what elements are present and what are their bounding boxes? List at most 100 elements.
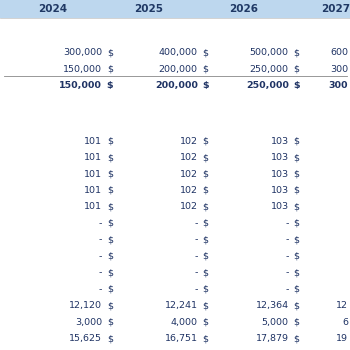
Text: $: $ (293, 252, 299, 261)
Text: 16,751: 16,751 (165, 334, 198, 343)
Text: 103: 103 (271, 202, 289, 211)
Text: 400,000: 400,000 (159, 48, 198, 57)
Text: $: $ (107, 202, 113, 211)
Text: 12,120: 12,120 (69, 301, 102, 310)
Text: $: $ (202, 153, 208, 162)
Text: 15,625: 15,625 (69, 334, 102, 343)
Text: 500,000: 500,000 (250, 48, 289, 57)
Text: -: - (99, 285, 102, 294)
Text: $: $ (293, 136, 299, 146)
Text: 250,000: 250,000 (246, 81, 289, 90)
Text: $: $ (202, 252, 208, 261)
Text: -: - (99, 252, 102, 261)
Text: $: $ (107, 235, 113, 244)
Text: 102: 102 (180, 202, 198, 211)
Text: 2025: 2025 (134, 4, 163, 14)
Text: $: $ (107, 169, 113, 178)
Text: 250,000: 250,000 (250, 65, 289, 74)
Text: $: $ (202, 186, 208, 195)
Text: $: $ (107, 48, 113, 57)
Text: $: $ (202, 219, 208, 228)
Text: $: $ (202, 169, 208, 178)
Text: 600: 600 (330, 48, 348, 57)
Text: $: $ (202, 235, 208, 244)
Text: $: $ (202, 65, 208, 74)
Text: -: - (285, 285, 289, 294)
Text: $: $ (107, 186, 113, 195)
Text: $: $ (202, 81, 209, 90)
Text: $: $ (293, 235, 299, 244)
Text: $: $ (202, 268, 208, 277)
Text: -: - (194, 235, 198, 244)
Text: 3,000: 3,000 (75, 317, 102, 327)
Text: $: $ (202, 301, 208, 310)
Text: $: $ (293, 186, 299, 195)
Text: 4,000: 4,000 (171, 317, 198, 327)
Text: 102: 102 (180, 186, 198, 195)
Text: 101: 101 (84, 186, 102, 195)
Text: -: - (99, 219, 102, 228)
Text: -: - (285, 219, 289, 228)
Text: $: $ (107, 153, 113, 162)
Text: 12,364: 12,364 (256, 301, 289, 310)
Text: $: $ (202, 285, 208, 294)
Text: $: $ (107, 317, 113, 327)
Text: 103: 103 (271, 169, 289, 178)
Text: 2027: 2027 (321, 4, 350, 14)
Text: -: - (285, 235, 289, 244)
Text: -: - (194, 285, 198, 294)
Text: 200,000: 200,000 (155, 81, 198, 90)
Text: $: $ (293, 81, 300, 90)
Text: $: $ (107, 136, 113, 146)
Text: 103: 103 (271, 153, 289, 162)
Text: 5,000: 5,000 (262, 317, 289, 327)
Text: 6: 6 (342, 317, 348, 327)
Text: -: - (99, 268, 102, 277)
Text: $: $ (293, 285, 299, 294)
Text: $: $ (107, 65, 113, 74)
Text: $: $ (107, 334, 113, 343)
Text: 102: 102 (180, 136, 198, 146)
Text: 17,879: 17,879 (256, 334, 289, 343)
Text: 101: 101 (84, 169, 102, 178)
Text: 19: 19 (336, 334, 348, 343)
Text: 2024: 2024 (38, 4, 67, 14)
Text: 300: 300 (330, 65, 348, 74)
Text: $: $ (107, 268, 113, 277)
Text: 101: 101 (84, 153, 102, 162)
Text: 200,000: 200,000 (159, 65, 198, 74)
Text: $: $ (107, 81, 113, 90)
Text: 12,241: 12,241 (165, 301, 198, 310)
Text: 102: 102 (180, 169, 198, 178)
Text: $: $ (107, 301, 113, 310)
Text: 101: 101 (84, 136, 102, 146)
Text: $: $ (293, 301, 299, 310)
Text: -: - (194, 252, 198, 261)
Text: $: $ (293, 334, 299, 343)
Text: 2026: 2026 (229, 4, 258, 14)
Text: 150,000: 150,000 (59, 81, 102, 90)
Text: $: $ (202, 48, 208, 57)
Text: 12: 12 (336, 301, 348, 310)
Text: 150,000: 150,000 (63, 65, 102, 74)
Text: -: - (194, 219, 198, 228)
Text: -: - (194, 268, 198, 277)
Text: 101: 101 (84, 202, 102, 211)
Text: $: $ (107, 219, 113, 228)
Text: 300: 300 (329, 81, 348, 90)
Text: 103: 103 (271, 136, 289, 146)
Text: $: $ (202, 136, 208, 146)
Text: $: $ (293, 268, 299, 277)
Text: $: $ (293, 317, 299, 327)
Text: $: $ (202, 202, 208, 211)
Text: $: $ (293, 202, 299, 211)
Text: 103: 103 (271, 186, 289, 195)
Text: $: $ (107, 252, 113, 261)
Text: $: $ (293, 48, 299, 57)
Text: $: $ (107, 285, 113, 294)
Text: $: $ (293, 65, 299, 74)
Text: -: - (285, 268, 289, 277)
Bar (0, 0, 350, 18)
Text: $: $ (293, 219, 299, 228)
Text: 102: 102 (180, 153, 198, 162)
